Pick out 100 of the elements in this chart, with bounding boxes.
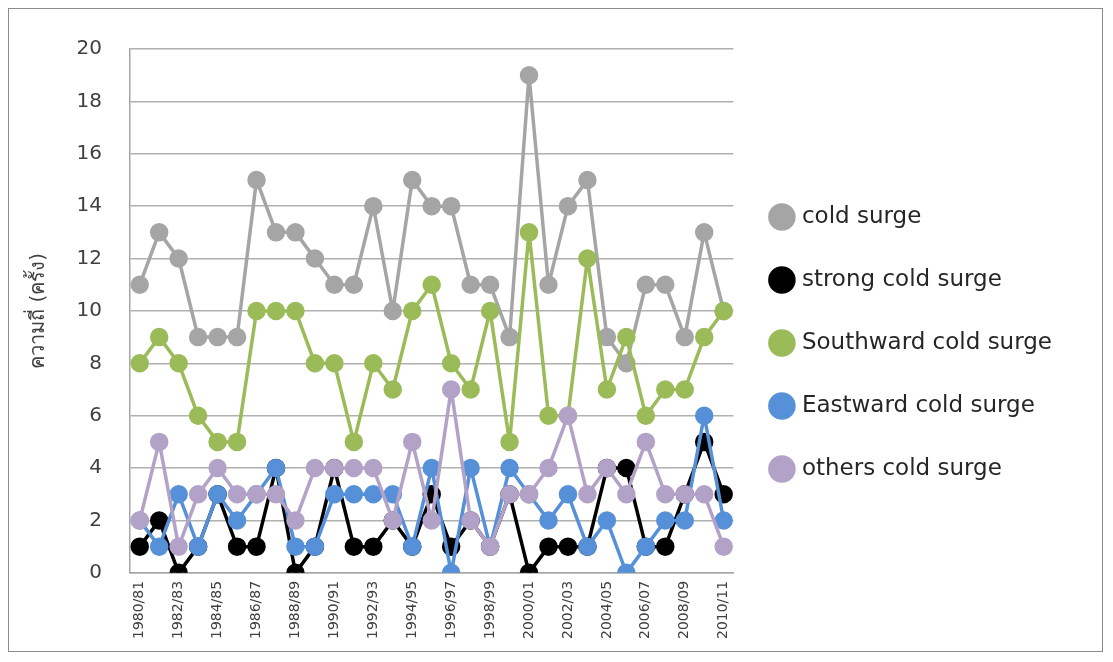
point (675, 380, 694, 399)
point (461, 380, 480, 399)
point (286, 511, 305, 530)
point (500, 327, 519, 347)
x-tick-label: 2004/05 (597, 580, 614, 640)
point (558, 537, 578, 556)
x-tick-label: 1992/93 (363, 580, 380, 640)
legend-label: cold surge (801, 201, 922, 228)
x-tick-label: 2006/07 (636, 580, 653, 640)
point (558, 485, 578, 504)
point (130, 275, 149, 294)
point (578, 170, 597, 190)
point (247, 170, 266, 190)
x-tick-label: 2002/03 (558, 580, 575, 640)
y-tick-label: 2 (89, 506, 102, 531)
point (714, 537, 733, 556)
point (364, 354, 383, 373)
point (149, 511, 169, 530)
y-axis-title: ความถี่ (ครั้ง) (23, 252, 50, 369)
point (344, 458, 364, 478)
point (149, 327, 169, 347)
y-tick-label: 16 (76, 139, 102, 164)
point (227, 537, 247, 556)
point (617, 485, 636, 504)
x-tick-label: 1988/89 (286, 580, 303, 640)
x-tick-label: 1980/81 (130, 580, 147, 640)
point (344, 485, 364, 504)
x-tick-label: 2008/09 (675, 580, 692, 640)
point (227, 485, 247, 504)
point (305, 354, 325, 373)
point (500, 432, 519, 452)
point (247, 537, 266, 556)
point (617, 327, 636, 347)
x-tick-label: 1986/87 (247, 580, 264, 640)
point (597, 511, 617, 530)
point (286, 223, 305, 242)
point (247, 301, 266, 321)
point (208, 432, 227, 452)
point (344, 275, 364, 294)
x-tick-label: 2000/01 (519, 580, 536, 640)
point (305, 458, 325, 478)
point (227, 511, 247, 530)
point (169, 485, 188, 504)
point (656, 380, 675, 399)
point (694, 485, 714, 504)
point (441, 380, 461, 399)
point (480, 275, 500, 294)
point (441, 196, 461, 216)
point (422, 511, 441, 530)
x-tick-label: 2010/11 (714, 580, 731, 640)
point (227, 327, 247, 347)
point (325, 354, 344, 373)
point (402, 301, 422, 321)
point (656, 275, 675, 294)
point (539, 537, 558, 556)
point (227, 432, 247, 452)
point (364, 537, 383, 556)
y-tick-label: 6 (89, 401, 102, 426)
point (149, 432, 169, 452)
point (519, 65, 539, 85)
point (539, 275, 558, 294)
x-tick-label: 1990/91 (325, 580, 342, 640)
point (461, 458, 480, 478)
point (266, 223, 286, 242)
x-tick-label: 1984/85 (208, 580, 225, 640)
point (539, 511, 558, 530)
legend-label: strong cold surge (801, 264, 1002, 291)
point (675, 327, 694, 347)
y-tick-label: 14 (76, 192, 102, 217)
point (286, 301, 305, 321)
legend-label: Eastward cold surge (801, 390, 1035, 417)
point (383, 380, 403, 399)
point (617, 458, 636, 478)
point (344, 432, 364, 452)
point (325, 485, 344, 504)
y-tick-label: 20 (76, 35, 102, 60)
point (558, 196, 578, 216)
point (188, 485, 208, 504)
point (597, 327, 617, 347)
point (480, 301, 500, 321)
point (266, 485, 286, 504)
point (578, 485, 597, 504)
point (714, 511, 733, 530)
point (364, 196, 383, 216)
point (578, 249, 597, 268)
point (169, 537, 188, 556)
y-tick-label: 12 (76, 244, 102, 269)
x-tick-label: 1982/83 (169, 580, 186, 640)
point (402, 170, 422, 190)
point (364, 458, 383, 478)
point (383, 301, 403, 321)
point (500, 458, 519, 478)
point (422, 275, 441, 294)
x-tick-label: 1996/97 (441, 580, 458, 640)
point (188, 406, 208, 425)
point (208, 327, 227, 347)
point (519, 223, 539, 242)
point (402, 432, 422, 452)
point (539, 406, 558, 425)
point (636, 275, 656, 294)
